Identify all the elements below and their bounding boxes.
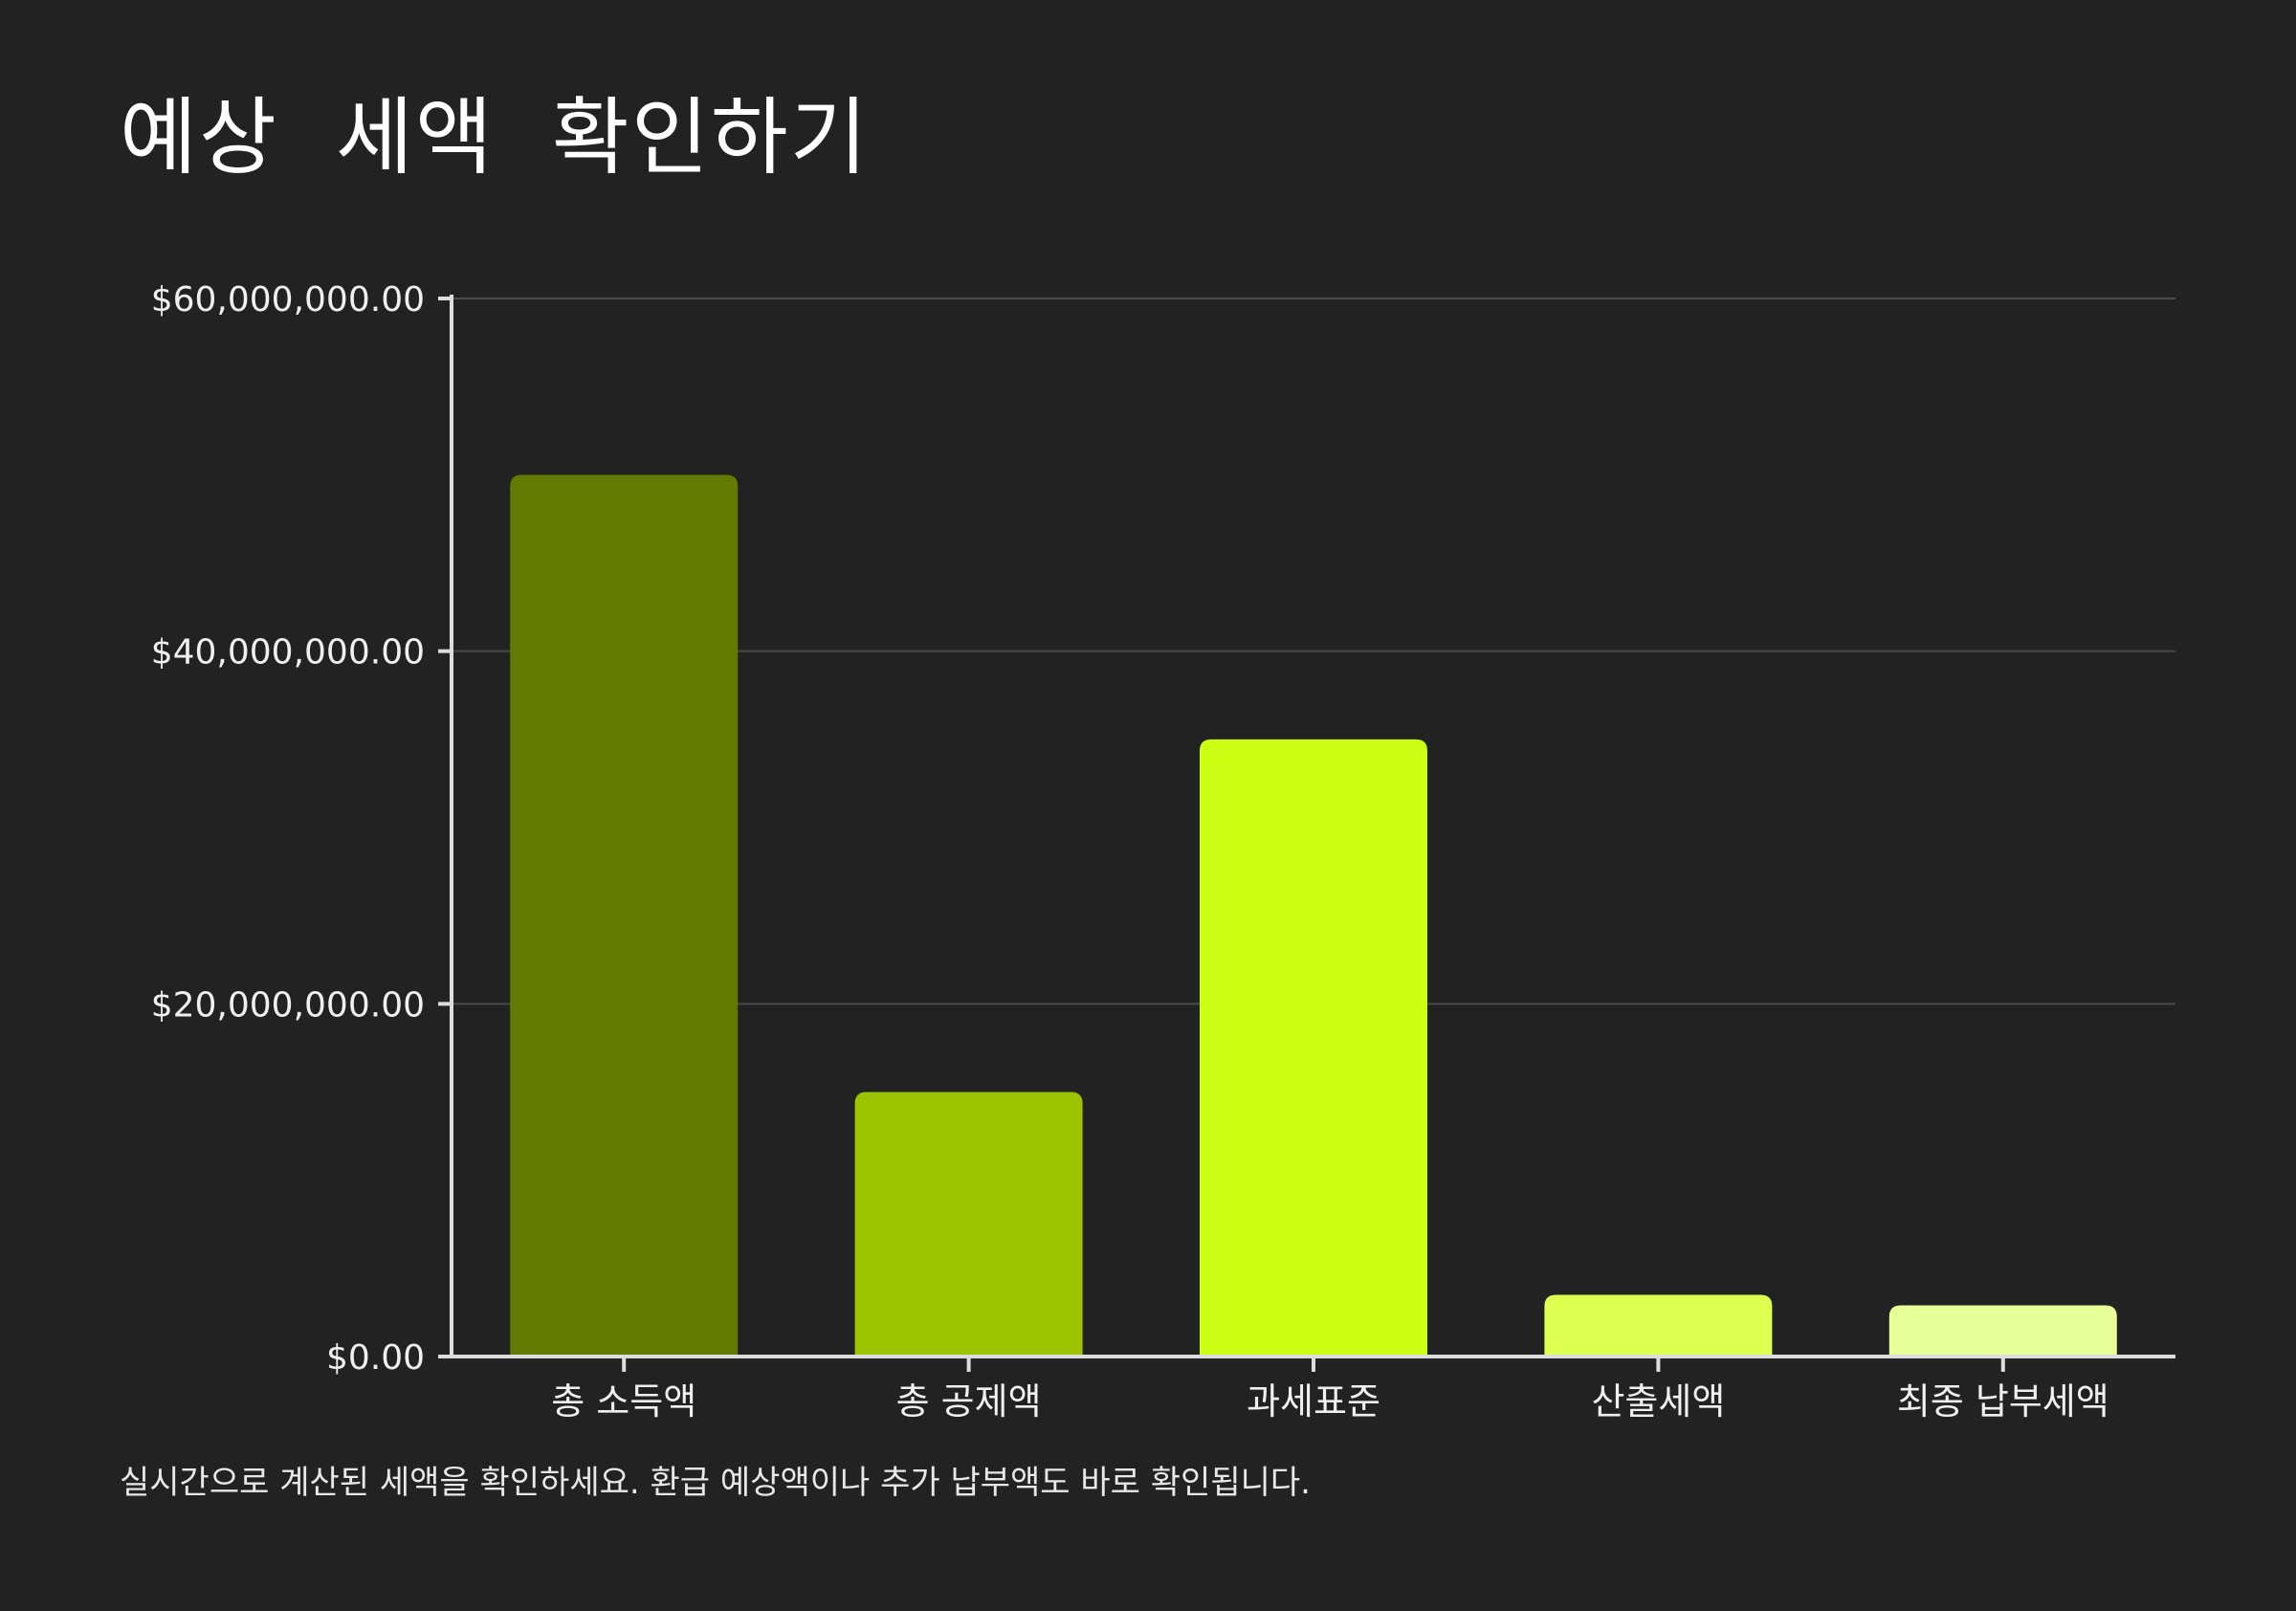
x-tick-label: 총 공제액 [896,1380,1042,1423]
x-tick-label: 총 소득액 [551,1380,696,1423]
y-tick-label: $0.00 [326,1338,425,1378]
bar-3 [1200,739,1427,1357]
chart-title: 예상 세액 확인하기 [120,88,870,187]
tick-labels: $0.00 $20,000,000.00 $40,000,000.00 $60,000… [151,280,2109,1423]
bar-4 [1544,1294,1773,1357]
bar-5 [1888,1305,2117,1357]
bar-2 [854,1092,1083,1357]
bars [510,474,2117,1357]
x-tick-label: 최종 납부세액 [1897,1380,2109,1423]
y-tick-label: $20,000,000.00 [151,985,425,1025]
axes [438,295,2175,1372]
x-tick-label: 과세표준 [1247,1380,1380,1423]
chart-caption: 실시간으로 계산된 세액을 확인하세요. 환급 예상액이나 추가 납부액도 바로… [120,1464,1311,1502]
bar-1 [510,474,739,1357]
y-tick-label: $40,000,000.00 [151,633,425,673]
x-tick-label: 산출세액 [1591,1380,1725,1423]
y-tick-label: $60,000,000.00 [151,280,425,320]
